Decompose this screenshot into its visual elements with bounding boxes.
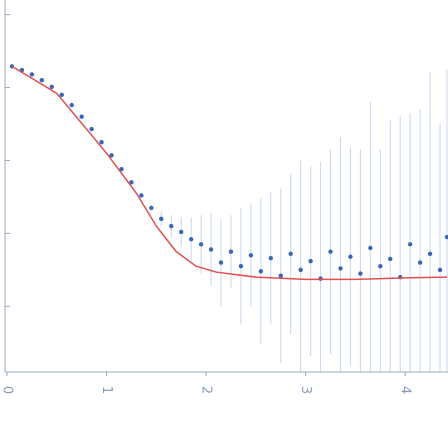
data-point [417,260,423,265]
data-point [188,237,194,242]
data-point [427,251,433,257]
data-point [358,271,363,276]
data-point [29,72,35,77]
data-point [139,193,144,198]
data-point [298,267,303,273]
data-point [288,251,293,257]
x-tick-label: 4 [398,386,413,394]
plot-area [9,64,448,372]
data-point [308,258,313,264]
data-point [437,267,443,273]
data-point [444,234,448,240]
data-point [238,264,244,269]
data-point [338,266,343,271]
data-point [119,167,124,172]
data-point [378,264,383,269]
data-point [368,245,373,251]
data-point [179,229,184,235]
data-point [228,249,234,254]
data-point [328,249,333,254]
data-point [49,84,54,90]
data-point [39,78,45,83]
data-point [129,180,134,185]
data-point [159,216,164,222]
data-point [348,254,353,259]
data-point [407,242,413,247]
data-point [208,247,214,252]
data-point [69,102,74,108]
data-point [218,260,224,265]
data-point [99,140,104,145]
data-point [109,153,114,158]
data-point [198,242,204,247]
data-point [268,256,273,261]
x-tick-label: 1 [99,386,114,394]
fit-line [11,65,448,281]
data-point [258,269,264,274]
data-point [278,273,283,278]
data-point [169,223,174,229]
data-point [388,256,393,262]
data-point [248,253,254,258]
data-point [79,114,84,119]
data-point [149,205,154,211]
x-tick-label: 3 [298,386,313,394]
data-point [89,126,94,132]
x-tick-label: 0 [0,386,14,394]
data-point [59,92,64,98]
x-tick-label: 2 [199,386,214,394]
